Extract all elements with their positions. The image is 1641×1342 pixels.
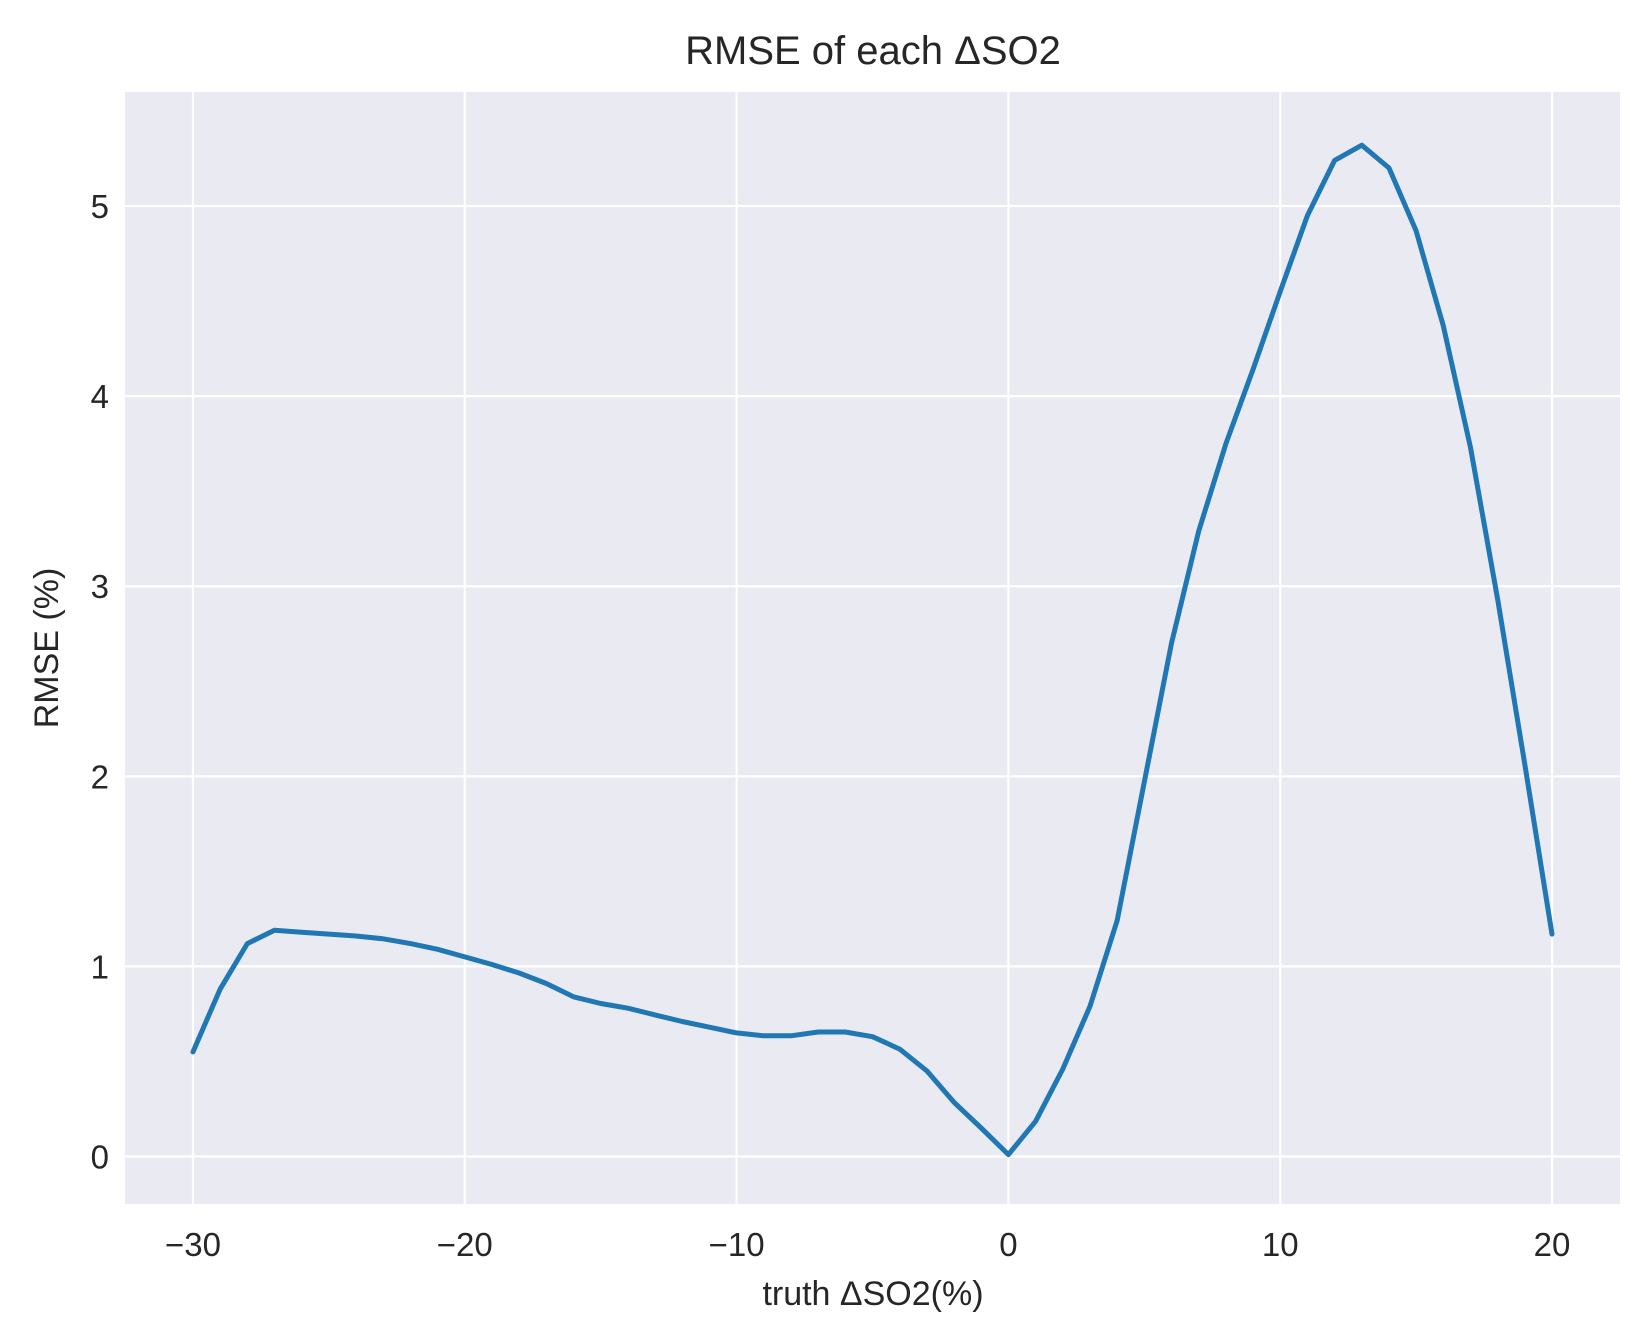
series-line [190,142,1555,1158]
x-tick-label: −10 [709,1226,765,1263]
x-tick-label: 20 [1534,1226,1571,1263]
x-tick-label: 0 [999,1226,1017,1263]
chart-title: RMSE of each ΔSO2 [685,29,1061,73]
y-tick-labels: 0 1 2 3 4 5 [91,188,109,1175]
y-tick-label: 3 [91,568,109,605]
y-tick-label: 5 [91,188,109,225]
series-layer [190,142,1555,1158]
y-axis-label: RMSE (%) [28,568,66,729]
x-tick-label: −20 [437,1226,493,1263]
vertical-gridlines [191,92,1554,1204]
y-tick-label: 4 [91,378,109,415]
x-axis-label: truth ΔSO2(%) [762,1275,983,1313]
x-tick-label: −30 [165,1226,221,1263]
x-tick-label: 10 [1262,1226,1299,1263]
y-tick-label: 1 [91,948,109,985]
plot-area [125,92,1620,1204]
x-tick-labels: −30 −20 −10 0 10 20 [165,1226,1570,1263]
horizontal-gridlines [125,204,1620,1158]
y-tick-label: 0 [91,1138,109,1175]
y-tick-label: 2 [91,758,109,795]
